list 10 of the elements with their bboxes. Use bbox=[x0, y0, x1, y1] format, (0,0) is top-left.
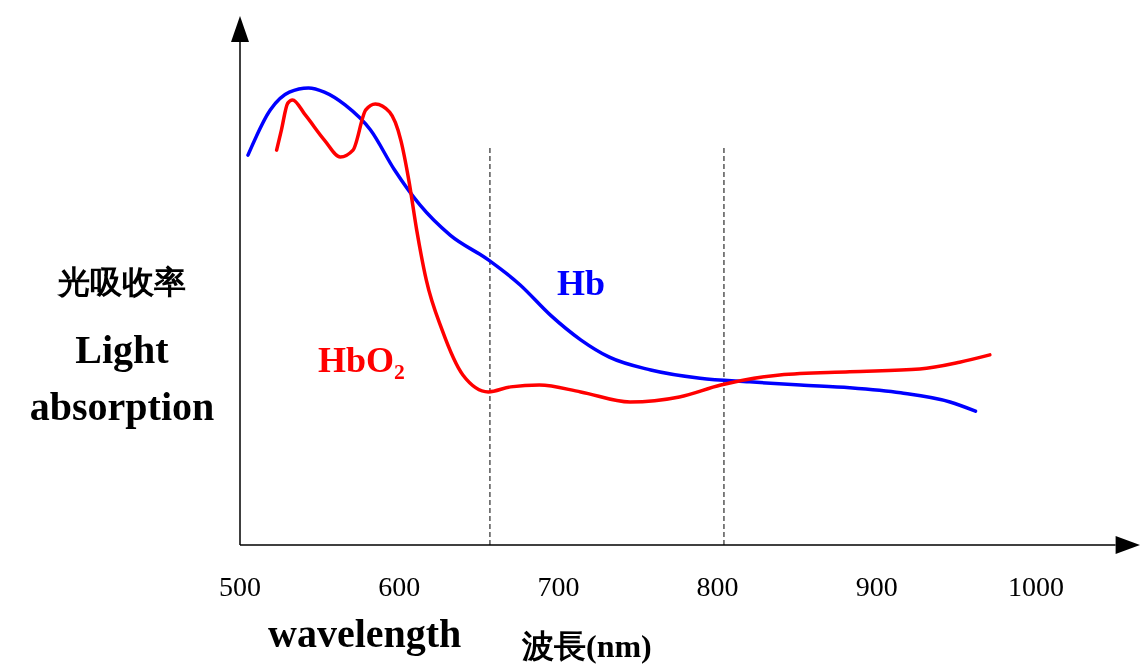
x-tick-label: 500 bbox=[219, 571, 261, 602]
series-label: Hb bbox=[557, 263, 606, 303]
x-tick-label: 900 bbox=[855, 571, 898, 602]
x-tick-label: 800 bbox=[696, 571, 739, 602]
x-tick-label: 700 bbox=[537, 571, 580, 602]
y-axis-title: 光吸收率 Light absorption bbox=[29, 264, 215, 429]
series-label: HbO₂ bbox=[318, 340, 405, 380]
x-tick-label: 1000 bbox=[1008, 571, 1064, 602]
text: wavelength 波長(nm) bbox=[268, 611, 652, 664]
x-tick-label: 600 bbox=[378, 571, 421, 602]
